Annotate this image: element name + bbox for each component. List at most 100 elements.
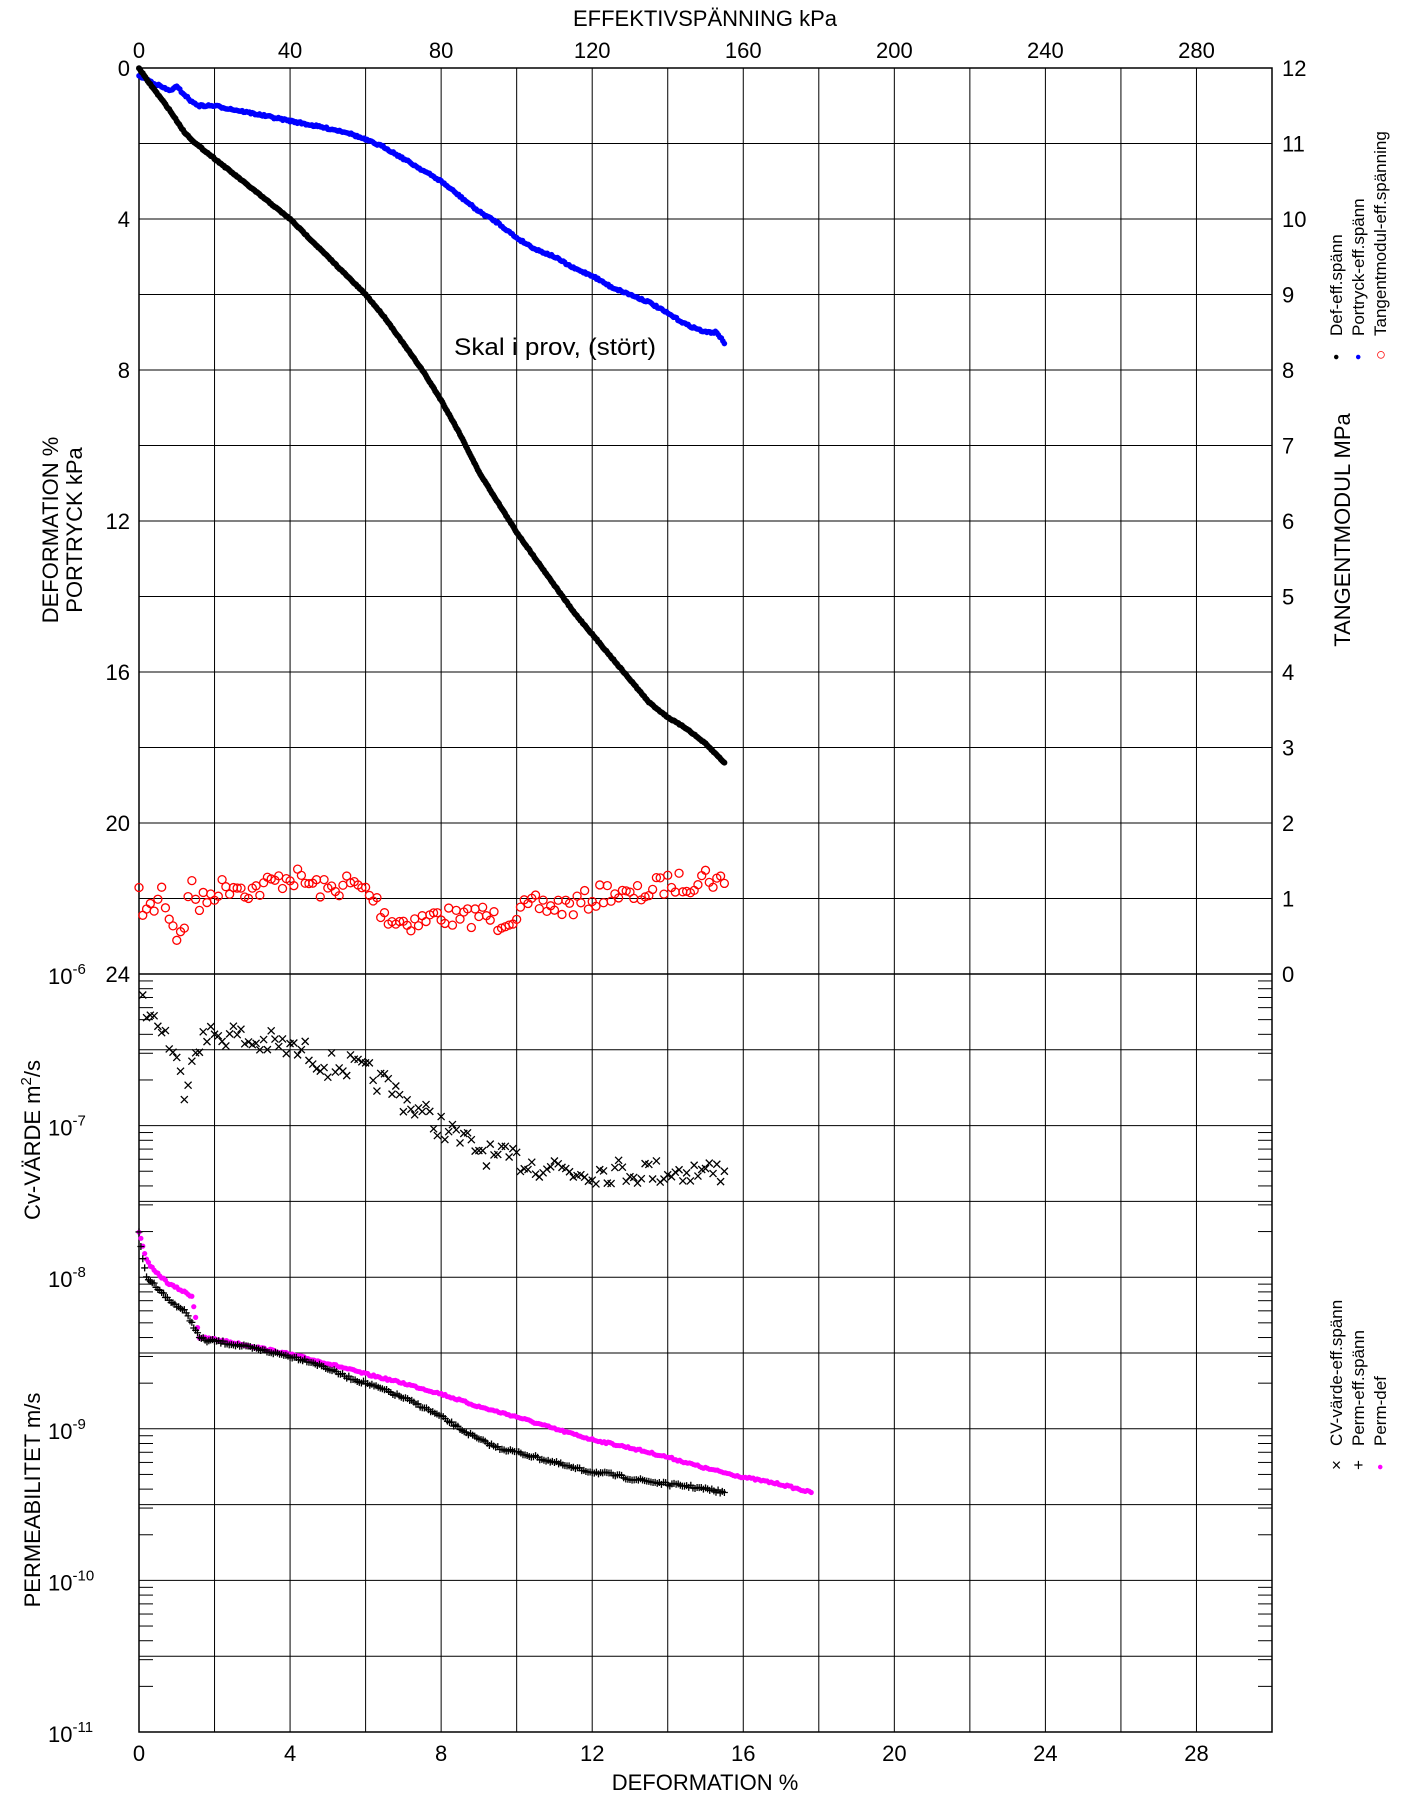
- legend-label: Perm-eff.spänn: [1349, 1330, 1368, 1446]
- data-point: [607, 1179, 616, 1188]
- data-point: [693, 880, 703, 890]
- data-point: [142, 1250, 148, 1257]
- data-point: [448, 1418, 456, 1426]
- data-point: [632, 880, 643, 891]
- data-point: [489, 907, 499, 917]
- top-tick-label: 0: [133, 38, 145, 63]
- data-point: [334, 891, 344, 901]
- bottom-tick-label: 4: [284, 1741, 296, 1766]
- data-point: [190, 894, 201, 904]
- data-point: [647, 884, 658, 895]
- data-point: [418, 1107, 427, 1116]
- data-point: [403, 1095, 412, 1104]
- data-point: [613, 893, 624, 903]
- data-point: [505, 1153, 514, 1161]
- cv-axis-title-suffix: /s: [20, 1060, 45, 1077]
- left-tick-label: 12: [106, 509, 130, 534]
- data-point: [610, 1163, 619, 1172]
- data-point: [720, 1167, 729, 1176]
- log-tick-base: 10: [48, 1267, 72, 1292]
- left-tick-label: 16: [106, 660, 130, 685]
- data-point: [542, 1165, 551, 1174]
- legend-marker: •: [1349, 354, 1368, 360]
- data-point: [172, 1053, 181, 1062]
- data-point: [240, 1039, 249, 1048]
- data-point: [153, 894, 163, 904]
- data-point: [553, 895, 563, 905]
- series-def: [136, 65, 728, 766]
- data-point: [134, 882, 144, 893]
- right-tick-label: 2: [1282, 811, 1294, 836]
- bottom-tick-label: 0: [133, 1741, 145, 1766]
- data-point: [693, 1172, 702, 1181]
- data-point: [659, 889, 669, 899]
- data-point: [663, 1170, 672, 1179]
- data-point: [618, 1163, 627, 1172]
- data-point: [451, 905, 461, 916]
- data-point: [712, 1160, 721, 1169]
- data-point: [591, 901, 601, 911]
- legend-top: • Def-eff.spänn • Portryck-eff.spänn ○ Tangen…: [1327, 131, 1390, 360]
- data-point: [304, 878, 314, 889]
- data-point: [686, 1176, 695, 1185]
- legend-item: • Perm-def: [1371, 1376, 1390, 1470]
- data-point: [515, 902, 526, 912]
- data-point: [157, 1028, 166, 1037]
- log-tick-base: 10: [48, 1419, 72, 1444]
- data-point: [417, 911, 427, 921]
- legend-item: • Portryck-eff.spänn: [1349, 198, 1368, 360]
- data-point: [184, 1081, 193, 1090]
- data-point: [432, 908, 443, 918]
- data-point: [701, 1164, 710, 1173]
- data-point: [236, 883, 246, 893]
- legend-label: Def-eff.spänn: [1327, 234, 1346, 336]
- data-point: [478, 1146, 487, 1155]
- right-tick-label: 0: [1282, 962, 1294, 987]
- data-point: [652, 1156, 661, 1165]
- data-point: [428, 908, 439, 918]
- right-tick-label: 3: [1282, 736, 1294, 761]
- data-point: [169, 1048, 177, 1057]
- right-tick-label: 7: [1282, 434, 1294, 459]
- upper-left-axis-title-2: PORTRYCK kPa: [62, 447, 87, 613]
- data-point: [157, 882, 167, 892]
- data-point: [232, 883, 242, 893]
- data-point: [293, 1050, 302, 1059]
- data-point: [531, 1170, 540, 1179]
- data-point: [191, 1304, 197, 1310]
- top-tick-label: 40: [278, 38, 302, 63]
- data-point: [678, 1176, 687, 1185]
- data-point: [243, 893, 254, 904]
- left-tick-label: 20: [106, 811, 130, 836]
- data-point: [671, 1168, 680, 1177]
- legend-marker: •: [1371, 1464, 1390, 1470]
- upper-left-axis-title-1: DEFORMATION %: [38, 437, 63, 624]
- grid: [139, 68, 1272, 1732]
- data-point: [448, 1120, 457, 1129]
- data-point: [394, 916, 405, 927]
- data-point: [463, 1128, 472, 1137]
- data-point: [467, 1135, 476, 1144]
- data-point: [194, 905, 205, 916]
- data-point: [648, 1175, 657, 1183]
- legend-label: CV-värde-eff.spänn: [1327, 1300, 1346, 1446]
- data-point: [486, 1140, 495, 1149]
- data-point: [564, 898, 575, 908]
- data-point: [690, 1161, 699, 1170]
- data-point: [663, 870, 673, 880]
- data-point: [395, 1090, 404, 1099]
- data-point: [141, 1264, 149, 1272]
- data-point: [138, 1235, 144, 1241]
- data-point: [183, 891, 193, 902]
- series-tangentmodul: [134, 864, 730, 945]
- data-point: [709, 1169, 718, 1178]
- data-point: [217, 874, 227, 885]
- bottom-tick-label: 12: [580, 1741, 604, 1766]
- data-point: [150, 1279, 158, 1287]
- data-point: [568, 910, 578, 920]
- data-point: [478, 902, 488, 912]
- log-tick-base: 10: [48, 1722, 72, 1747]
- cv-axis-title-main: Cv-VÄRDE m: [20, 1086, 45, 1220]
- data-point: [644, 1160, 653, 1169]
